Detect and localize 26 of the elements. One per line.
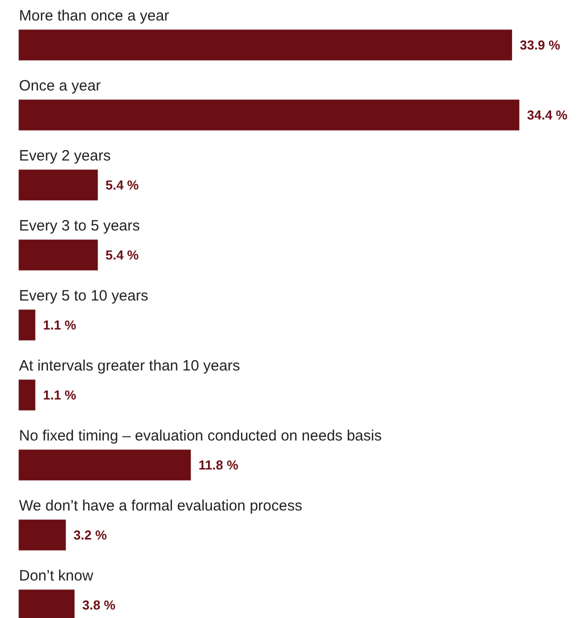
y-tick-label: Once a year [19, 78, 101, 95]
y-tick-label: Every 2 years [19, 148, 111, 165]
data-label: 1.1 % [42, 388, 77, 403]
data-label: 11.8 % [198, 458, 239, 473]
y-tick-label: No fixed timing – evaluation conducted on needs basis [19, 428, 382, 445]
bar [18, 310, 36, 340]
data-label: 5.4 % [105, 248, 140, 263]
bar [18, 240, 98, 270]
bar [18, 100, 520, 130]
data-label: 3.8 % [82, 598, 116, 613]
y-tick-label: More than once a year [19, 8, 170, 25]
data-label: 34.4 % [527, 108, 568, 123]
data-label: 5.4 % [105, 178, 140, 193]
y-tick-label: At intervals greater than 10 years [19, 358, 240, 375]
y-tick-label: Every 5 to 10 years [19, 288, 148, 305]
y-tick-label: Don’t know [19, 568, 94, 585]
data-label: 1.1 % [42, 318, 77, 333]
bar [18, 520, 66, 550]
data-label: 33.9 % [520, 38, 561, 53]
bar [18, 170, 98, 200]
bar [18, 380, 36, 410]
y-tick-label: Every 3 to 5 years [19, 218, 140, 235]
data-label: 3.2 % [74, 528, 108, 543]
y-tick-label: We don’t have a formal evaluation process [19, 498, 302, 515]
bar [18, 30, 512, 60]
bar [18, 450, 191, 480]
